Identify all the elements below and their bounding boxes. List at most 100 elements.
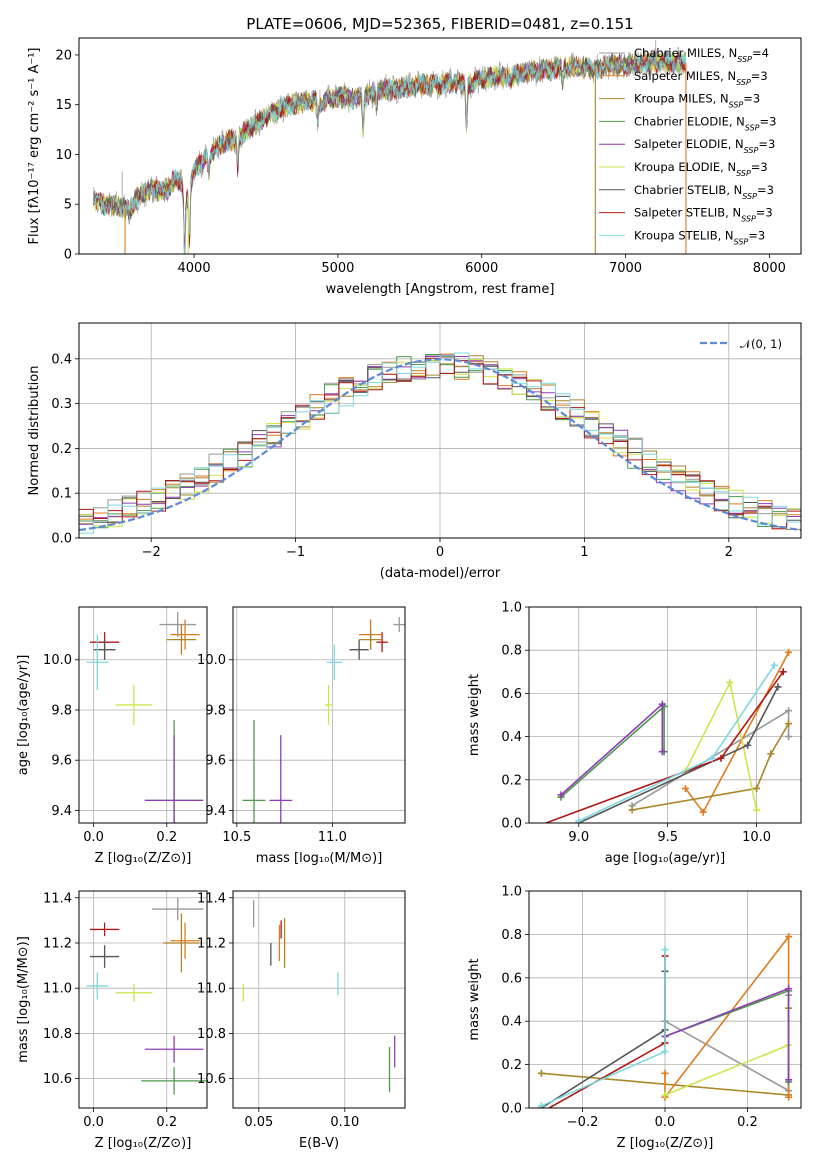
mass-vs-ebv-xtick-label: 0.05	[244, 1115, 273, 1130]
spectrum-xtick-label: 8000	[753, 261, 786, 276]
mass-vs-ebv-ytick-label: 10.8	[197, 1027, 226, 1042]
spectrum-legend-entry: Kroupa STELIB, NSSP=3	[634, 228, 765, 246]
mass-weight-vs-z-xtick-label: −0.2	[567, 1115, 599, 1130]
mass-weight-vs-age-marker	[658, 748, 666, 756]
age-vs-z-plot-area	[79, 607, 207, 823]
mass-weight-vs-z-ytick-label: 0.4	[501, 1015, 522, 1030]
residuals-xlabel: (data-model)/error	[380, 566, 501, 581]
mass-weight-vs-z-marker	[537, 1069, 545, 1077]
mass-weight-vs-age-series-line	[560, 704, 665, 798]
mass-weight-vs-age-ytick-label: 0.6	[501, 687, 522, 702]
spectrum-ytick-label: 0	[64, 248, 72, 263]
mass-vs-z-ytick-label: 11.0	[43, 982, 72, 997]
mass-weight-vs-z-marker	[538, 1109, 545, 1116]
mass-vs-ebv-ytick-label: 11.0	[197, 982, 226, 997]
legend-count: =4	[752, 46, 769, 60]
mass-vs-z-ylabel: mass [log₁₀(M/M⊙)]	[16, 936, 31, 1063]
mass-weight-vs-age-ytick-label: 1.0	[501, 601, 522, 616]
legend-count: =3	[760, 114, 777, 128]
spectrum-ytick-label: 15	[55, 98, 72, 113]
spectrum-legend-entry: Chabrier ELODIE, NSSP=3	[634, 114, 776, 131]
age-vs-z-ylabel: age [log₁₀(age/yr)]	[16, 655, 31, 776]
mass-weight-vs-z-series-line	[664, 934, 790, 1100]
age-vs-z-xtick-label: 0.0	[83, 830, 104, 845]
mass-weight-vs-age-xlabel: age [log₁₀(age/yr)]	[605, 851, 726, 866]
spectrum-legend-entry: Chabrier STELIB, NSSP=3	[634, 183, 774, 201]
mass-weight-vs-age-marker	[785, 733, 793, 741]
mass-weight-vs-age-marker	[779, 668, 787, 676]
mass-weight-vs-z-marker	[785, 985, 793, 993]
age-vs-z-frame	[78, 606, 208, 824]
mass-weight-vs-age-marker	[753, 784, 761, 792]
mass-weight-vs-age-marker	[575, 817, 583, 823]
legend-subscript: SSP	[736, 77, 751, 86]
spectrum-xtick-label: 5000	[321, 261, 354, 276]
mass-weight-vs-age-marker	[785, 648, 793, 656]
mass-weight-vs-z-series-line	[664, 987, 790, 1080]
mass-weight-vs-age-xtick-label: 10.0	[742, 830, 771, 845]
mass-weight-vs-age-marker	[726, 679, 734, 687]
mass-weight-vs-z-xtick-label: 0.2	[737, 1115, 758, 1130]
mass-weight-vs-z-series-line	[664, 989, 790, 1082]
legend-name: Salpeter STELIB, N	[634, 206, 741, 220]
spectrum-xtick-label: 4000	[178, 261, 211, 276]
mass-weight-vs-age-ytick-label: 0.8	[501, 644, 522, 659]
age-vs-z-panel: 0.0 0.2 9.4 9.6 9.8 10.0 Z [log₁₀(Z/Z⊙)] age [l…	[16, 606, 208, 866]
mass-vs-ebv-xlabel: E(B-V)	[299, 1136, 339, 1151]
legend-subscript: SSP	[736, 169, 751, 178]
age-vs-z-ytick-label: 10.0	[43, 653, 72, 668]
legend-subscript: SSP	[729, 100, 744, 109]
legend-count: =3	[756, 206, 773, 220]
mass-weight-vs-age-series-line	[631, 723, 790, 811]
mass-vs-ebv-frame	[232, 890, 406, 1109]
mass-weight-vs-z-marker	[785, 1093, 793, 1101]
mass-vs-z-panel: 0.0 0.2 10.6 10.8 11.0 11.2 11.4 Z [log₁₀(Z/Z⊙)…	[16, 890, 208, 1151]
age-vs-z-xtick-label: 0.2	[156, 830, 177, 845]
mass-vs-z-ytick-label: 10.6	[43, 1072, 72, 1087]
mass-weight-vs-z-ytick-label: 0.8	[501, 928, 522, 943]
mass-vs-ebv-xtick-label: 0.10	[330, 1115, 359, 1130]
mass-weight-vs-age-marker	[785, 707, 793, 715]
age-vs-mass-panel: 10.5 11.0 9.4 9.6 9.8 10.0 mass [log₁₀(M/M⊙)]	[197, 606, 406, 866]
mass-weight-vs-z-ytick-label: 0.6	[501, 971, 522, 986]
legend-subscript: SSP	[745, 123, 760, 132]
mass-weight-vs-age-marker	[770, 661, 778, 669]
residuals-frame	[78, 322, 802, 539]
legend-subscript: SSP	[737, 55, 752, 64]
spectrum-legend-entry: Salpeter MILES, NSSP=3	[634, 69, 768, 87]
mass-weight-vs-age-marker	[557, 791, 565, 799]
residuals-histogram	[79, 352, 801, 534]
residuals-xtick-label: 2	[725, 545, 733, 560]
age-vs-mass-ytick-label: 10.0	[197, 653, 226, 668]
age-vs-z-ytick-label: 9.4	[51, 804, 72, 819]
mass-weight-vs-age-marker	[531, 824, 538, 831]
mass-weight-vs-z-ytick-label: 0.0	[501, 1102, 522, 1117]
mass-weight-vs-z-xlabel: Z [log₁₀(Z/Z⊙)]	[617, 1136, 714, 1151]
age-vs-z-ytick-label: 9.8	[51, 703, 72, 718]
spectrum-legend-entry: Salpeter STELIB, NSSP=3	[634, 206, 773, 224]
legend-name: Chabrier STELIB, N	[634, 183, 742, 197]
mass-weight-vs-age-marker	[744, 741, 752, 749]
mass-weight-vs-z-marker	[537, 1102, 545, 1108]
mass-weight-vs-age-marker	[717, 754, 725, 762]
mass-weight-vs-age-ytick-label: 0.2	[501, 773, 522, 788]
legend-count: =3	[758, 137, 775, 151]
mass-vs-ebv-ytick-label: 11.4	[197, 891, 226, 906]
legend-name: Salpeter ELODIE, N	[634, 137, 744, 151]
legend-subscript: SSP	[734, 237, 749, 246]
mass-weight-vs-z-panel: −0.2 0.0 0.2 0.0 0.2 0.4 0.6 0.8 1.0 Z [log₁₀(Z/Z…	[467, 885, 802, 1151]
age-vs-mass-ytick-label: 9.8	[205, 703, 226, 718]
mass-vs-ebv-plot-area	[233, 891, 405, 1108]
spectrum-ylabel: Flux [fλ10⁻¹⁷ erg cm⁻² s⁻¹ A⁻¹]	[27, 48, 42, 245]
mass-vs-z-ytick-label: 10.8	[43, 1027, 72, 1042]
mass-weight-vs-age-marker	[628, 806, 636, 814]
legend-name: Chabrier MILES, N	[634, 46, 737, 60]
residuals-ytick-label: 0.2	[51, 442, 72, 457]
legend-name: Kroupa ELODIE, N	[634, 160, 736, 174]
legend-subscript: SSP	[741, 214, 756, 223]
spectrum-series-line	[93, 51, 687, 254]
mass-vs-ebv-panel: 0.05 0.10 10.6 10.8 11.0 11.2 11.4 E(B-V)	[197, 890, 406, 1151]
mass-weight-vs-z-marker	[785, 1076, 793, 1084]
spectrum-xtick-label: 7000	[609, 261, 642, 276]
age-vs-z-ytick-label: 9.6	[51, 754, 72, 769]
